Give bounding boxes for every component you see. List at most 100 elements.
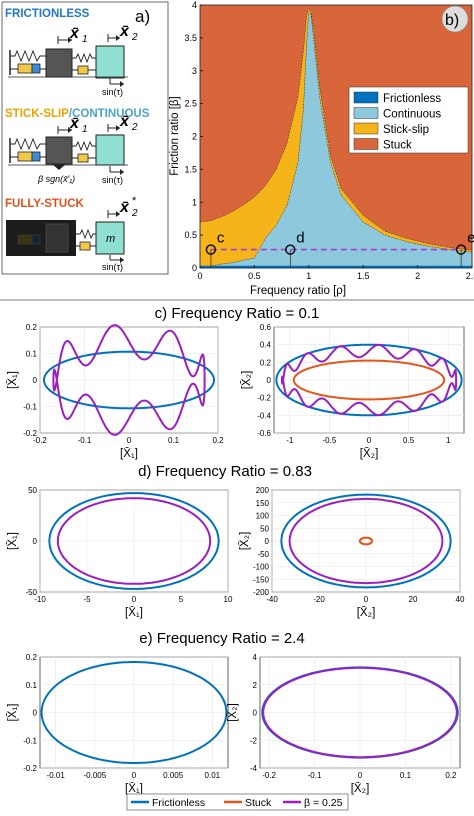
xlabel: [X̄₁]: [125, 606, 143, 619]
xtick-label: 0.005: [163, 771, 184, 780]
svg-text:2: 2: [131, 32, 138, 43]
ytick-label: -0.4: [257, 411, 271, 420]
b-xtick-label: 2: [415, 271, 420, 281]
series-beta: [52, 324, 206, 436]
ytick-label: 0.4: [260, 341, 272, 350]
panel-a: a) FRICTIONLESS x̄ 1 x̄ 2 sin(τ): [1, 1, 169, 275]
xtick-label: 0.2: [212, 436, 224, 445]
svg-text:x̄: x̄: [119, 113, 130, 130]
xlabel: [X̄₂]: [360, 447, 379, 460]
stick-slip-area: [199, 7, 473, 269]
e-title: e) Frequency Ratio = 2.4: [139, 630, 305, 647]
ytick-label: -50: [257, 550, 269, 559]
b-marker-circle: [205, 244, 217, 255]
xtick-label: -10: [34, 595, 46, 604]
svg-text:*: *: [132, 195, 137, 207]
svg-text:2: 2: [131, 122, 138, 133]
ytick-label: 0: [33, 537, 38, 546]
xtick-label: 0: [367, 436, 372, 445]
xtick-label: -0.5: [323, 436, 337, 445]
svg-text:1: 1: [82, 34, 88, 45]
xlabel: [X̄₂]: [357, 606, 376, 619]
svg-text:x̄: x̄: [69, 115, 80, 132]
continuous-area: [199, 10, 473, 269]
fully-stuck-title: FULLY-STUCK: [5, 198, 84, 210]
xtick-label: 0.01: [205, 771, 221, 780]
b-letter-badge: [441, 5, 469, 33]
b-marker-circle: [285, 244, 296, 255]
b-ytick-label: 1: [192, 197, 197, 207]
b-legend-label: Stuck: [383, 140, 412, 152]
damper-icon: [77, 65, 89, 75]
series-frictionless: [280, 493, 452, 589]
b-legend-label: Frictionless: [383, 93, 441, 105]
b-ytick-label: 1.5: [184, 164, 197, 174]
spring-icon: [10, 137, 46, 151]
mass2-block: [95, 134, 125, 166]
xtick-label: -0.2: [33, 436, 47, 445]
mass2-block: [95, 221, 125, 255]
ytick-label: 0.2: [260, 358, 272, 367]
b-xtick-label: 1.5: [357, 271, 370, 281]
panel-b-chart: 0 0.5 1 1.5 2 2.5 0 0.5 1 1.5 2 2.5 3 3.5 4 Frequency …: [169, 0, 474, 297]
xtick-label: 20: [409, 595, 418, 604]
xtick-label: -5: [83, 595, 91, 604]
b-marker-circle: [455, 244, 467, 255]
panel-e2: -0.2 -0.1 0 0.1 0.2 -4 -2 0 2 4 [X̄₂] [X̄₂]: [226, 653, 461, 795]
svg-text:x̄: x̄: [119, 199, 130, 216]
b-ticks: 0 0.5 1 1.5 2 2.5 0 0.5 1 1.5 2 2.5 3 3.5 4: [184, 0, 474, 281]
xtick-label: 10: [224, 595, 233, 604]
xtick-label: -20: [313, 595, 325, 604]
ylabel: [X̄₁]: [6, 532, 19, 550]
ylabel: [X̄₁]: [6, 704, 19, 722]
stick-slip-diagram: x̄ 1 x̄ 2 sin(τ) β sgn(x̄′₁): [8, 113, 138, 185]
xtick-label: 0: [127, 436, 132, 445]
spring-icon: [72, 140, 96, 152]
bottom-legend-label: Stuck: [245, 797, 272, 809]
ytick-label: 0: [33, 376, 38, 385]
ytick-label: 0: [265, 537, 270, 546]
friction-wedge-icon: [52, 164, 66, 170]
b-marker-label: c: [217, 230, 225, 247]
series-beta: [262, 666, 458, 759]
ytick-label: -0.2: [257, 394, 271, 403]
xtick-label: -0.1: [308, 771, 322, 780]
svg-text:x̄: x̄: [69, 25, 80, 42]
spring-icon: [72, 52, 96, 64]
bottom-legend-label: β = 0.25: [304, 797, 343, 809]
mass1-block: [45, 136, 73, 165]
svg-text:β sgn(x̄′₁): β sgn(x̄′₁): [37, 174, 75, 184]
ytick-label: -4: [250, 764, 258, 773]
svg-text:sin(τ): sin(τ): [102, 175, 123, 185]
mass2-block: [95, 45, 125, 79]
b-marker-label: e: [467, 230, 474, 247]
xtick-label: 1: [446, 436, 451, 445]
damper-icon: [77, 153, 89, 163]
panel-c2: -1 -0.5 0 0.5 1 -0.6 -0.4 -0.2 0 0.2 0.4 0.6 [X̄₂] [X…: [240, 323, 465, 460]
damper-icon: [17, 63, 33, 74]
c-title: c) Frequency Ratio = 0.1: [155, 305, 320, 322]
panel-e1: -0.01 -0.005 0 0.005 0.01 -0.2 -0.1 0 0.1 0.2 [X̄₁…: [6, 653, 229, 795]
b-ytick-label: 2: [192, 132, 197, 142]
series-frictionless: [48, 492, 220, 590]
ytick-label: -100: [253, 563, 270, 572]
spring-icon: [10, 49, 46, 63]
xlabel: [X̄₂]: [351, 782, 370, 795]
ylabel: [X̄₂]: [240, 371, 253, 390]
ytick-label: -0.2: [23, 764, 37, 773]
b-xlabel: Frequency ratio [ρ]: [250, 285, 346, 297]
xtick-label: -0.2: [262, 771, 276, 780]
ytick-label: -0.1: [23, 736, 37, 745]
b-legend-swatch: [353, 107, 379, 119]
ytick-label: -0.6: [257, 429, 271, 438]
series-stuck_line: [292, 359, 446, 401]
b-xtick-label: 2.5: [466, 271, 474, 281]
ytick-label: -0.2: [23, 429, 37, 438]
b-legend-swatch: [353, 138, 379, 150]
b-xtick-label: 1: [306, 271, 311, 281]
damper-icon: [17, 151, 33, 162]
b-ylabel: Friction ratio [β]: [169, 96, 181, 175]
xtick-label: -0.01: [47, 771, 66, 780]
xtick-label: 0: [364, 595, 369, 604]
